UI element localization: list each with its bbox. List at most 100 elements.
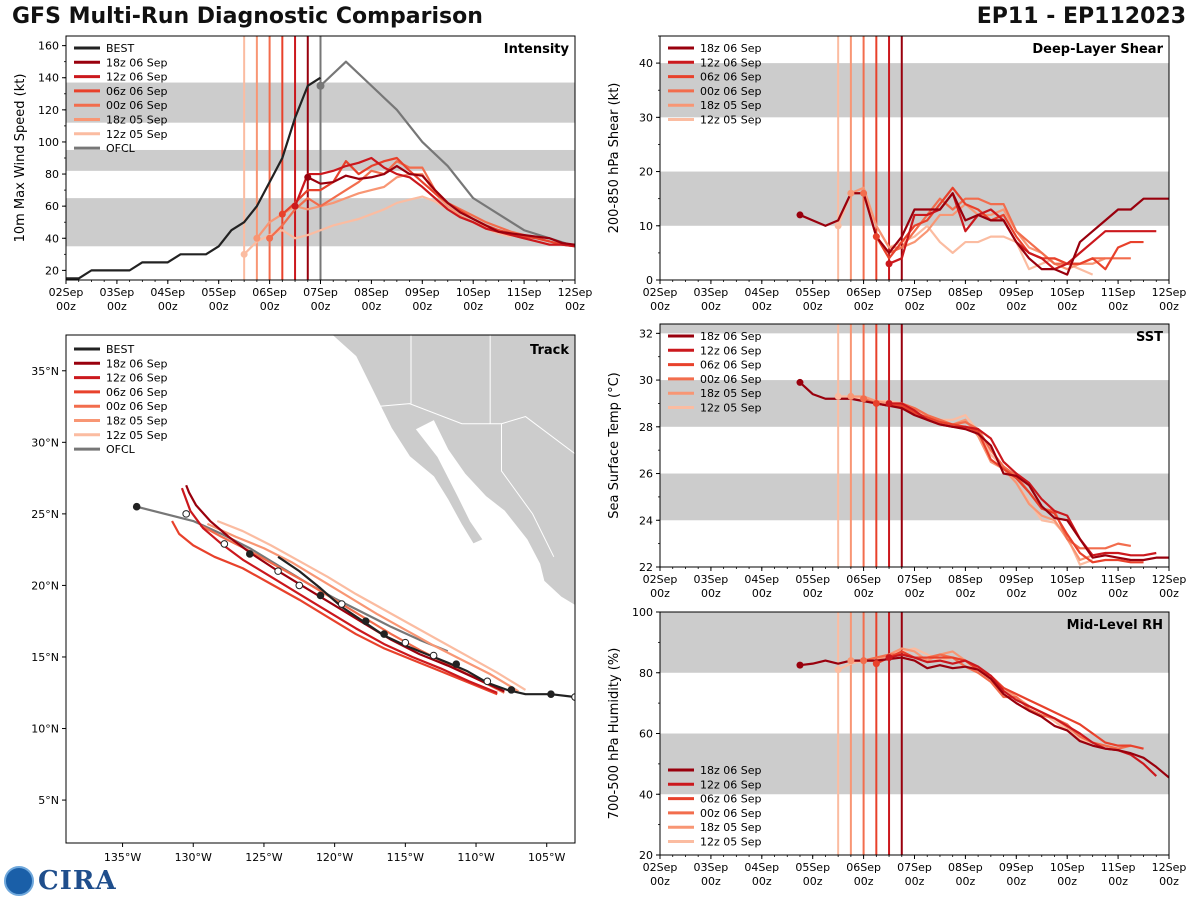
- series-line: [319, 60, 575, 248]
- y-tick-label: 22: [639, 561, 653, 574]
- series-start-point: [240, 250, 248, 258]
- y-tick-label: 100: [632, 606, 653, 619]
- legend-label: OFCL: [106, 443, 136, 456]
- x-tick-label: 00z: [412, 300, 432, 313]
- series-start-point: [253, 234, 261, 242]
- logo-text: CIRA: [38, 866, 117, 896]
- legend-label: OFCL: [106, 142, 136, 155]
- series-line: [294, 156, 575, 248]
- series-line: [307, 164, 575, 246]
- y-tick-label: 35°N: [31, 365, 59, 378]
- x-tick-label: 00z: [311, 300, 331, 313]
- x-tick-label: 11Sep: [1101, 573, 1136, 586]
- y-tick-label: 20: [639, 849, 653, 862]
- y-tick-label: 0: [646, 274, 653, 287]
- x-tick-label: 00z: [803, 587, 823, 600]
- y-tick-label: 24: [639, 514, 653, 527]
- y-tick-label: 25°N: [31, 508, 59, 521]
- x-tick-label: 12Sep: [1152, 286, 1187, 299]
- x-tick-label: 02Sep: [643, 573, 678, 586]
- x-tick-label: 09Sep: [405, 286, 440, 299]
- series-start-point: [796, 211, 804, 219]
- legend-label: 12z 06 Sep: [700, 778, 762, 791]
- y-tick-label: 32: [639, 327, 653, 340]
- legend-label: 12z 05 Sep: [106, 429, 168, 442]
- x-tick-label: 00z: [701, 875, 721, 888]
- legend-label: 18z 06 Sep: [106, 56, 168, 69]
- legend-label: BEST: [106, 42, 134, 55]
- best-track-point: [483, 677, 492, 686]
- best-track-point: [274, 567, 282, 575]
- x-tick-label: 03Sep: [694, 861, 729, 874]
- y-axis-label: Sea Surface Temp (°C): [607, 372, 622, 519]
- x-tick-label: 00z: [650, 875, 670, 888]
- y-tick-label: 28: [639, 421, 653, 434]
- x-tick-label: 00z: [1159, 587, 1179, 600]
- track-line: [277, 555, 575, 699]
- best-track-point: [429, 651, 438, 660]
- legend-label: 18z 06 Sep: [700, 330, 762, 343]
- noaa-logo-icon: [4, 866, 34, 896]
- shear-panel: 01020304002Sep00z03Sep00z04Sep00z05Sep00…: [607, 35, 1187, 313]
- x-tick-label: 09Sep: [999, 861, 1034, 874]
- legend-label: 18z 06 Sep: [106, 357, 168, 370]
- legend-label: 12z 06 Sep: [106, 71, 168, 84]
- x-tick-label: 135°W: [104, 851, 141, 864]
- x-tick-label: 00z: [650, 300, 670, 313]
- y-tick-label: 20: [45, 264, 59, 277]
- legend-label: 12z 05 Sep: [700, 836, 762, 849]
- x-tick-label: 06Sep: [846, 286, 881, 299]
- best-track-point: [220, 540, 229, 548]
- x-tick-label: 05Sep: [201, 286, 236, 299]
- legend-label: 12z 05 Sep: [700, 402, 762, 415]
- legend-label: 18z 06 Sep: [700, 42, 762, 55]
- panel-title: Intensity: [504, 42, 570, 57]
- x-tick-label: 00z: [854, 587, 874, 600]
- best-track-point: [507, 686, 516, 694]
- rh-panel: 2040608010002Sep00z03Sep00z04Sep00z05Sep…: [607, 606, 1186, 888]
- legend-label: 06z 06 Sep: [700, 71, 762, 84]
- x-tick-label: 07Sep: [897, 286, 932, 299]
- y-axis-label: 10m Max Wind Speed (kt): [13, 74, 28, 243]
- x-tick-label: 05Sep: [795, 573, 830, 586]
- series-start-point: [847, 657, 855, 665]
- x-tick-label: 00z: [565, 300, 585, 313]
- x-tick-label: 00z: [752, 300, 772, 313]
- shading-band: [660, 63, 1169, 118]
- x-tick-label: 00z: [209, 300, 229, 313]
- x-tick-label: 00z: [854, 875, 874, 888]
- panel-title: Track: [530, 343, 569, 358]
- series-start-point: [847, 189, 855, 197]
- track-line: [180, 487, 498, 694]
- x-tick-label: 09Sep: [999, 286, 1034, 299]
- panel-title: Deep-Layer Shear: [1032, 42, 1163, 57]
- x-tick-label: 00z: [260, 300, 280, 313]
- x-tick-label: 09Sep: [999, 573, 1034, 586]
- x-tick-label: 00z: [107, 300, 127, 313]
- country-border: [375, 403, 575, 455]
- x-tick-label: 00z: [905, 875, 925, 888]
- legend-label: 06z 06 Sep: [700, 359, 762, 372]
- x-tick-label: 08Sep: [948, 286, 983, 299]
- series-start-point: [304, 173, 312, 181]
- y-tick-label: 80: [45, 168, 59, 181]
- x-tick-label: 05Sep: [795, 861, 830, 874]
- series-start-point: [278, 210, 286, 218]
- y-tick-label: 60: [639, 728, 653, 741]
- y-tick-label: 30: [639, 374, 653, 387]
- x-tick-label: 00z: [905, 300, 925, 313]
- series-line: [875, 186, 1144, 271]
- x-tick-label: 11Sep: [1101, 286, 1136, 299]
- sst-panel: 22242628303202Sep00z03Sep00z04Sep00z05Se…: [607, 323, 1186, 600]
- legend-label: 00z 06 Sep: [700, 807, 762, 820]
- legend-label: 12z 06 Sep: [700, 56, 762, 69]
- best-track-point: [182, 510, 190, 518]
- series-line: [268, 160, 550, 243]
- best-track-point: [571, 693, 575, 701]
- x-tick-label: 00z: [362, 300, 382, 313]
- x-tick-label: 12Sep: [558, 286, 593, 299]
- x-tick-label: 00z: [1159, 300, 1179, 313]
- x-tick-label: 10Sep: [1050, 286, 1085, 299]
- legend-label: 00z 06 Sep: [106, 99, 168, 112]
- cira-logo: CIRA: [4, 866, 117, 896]
